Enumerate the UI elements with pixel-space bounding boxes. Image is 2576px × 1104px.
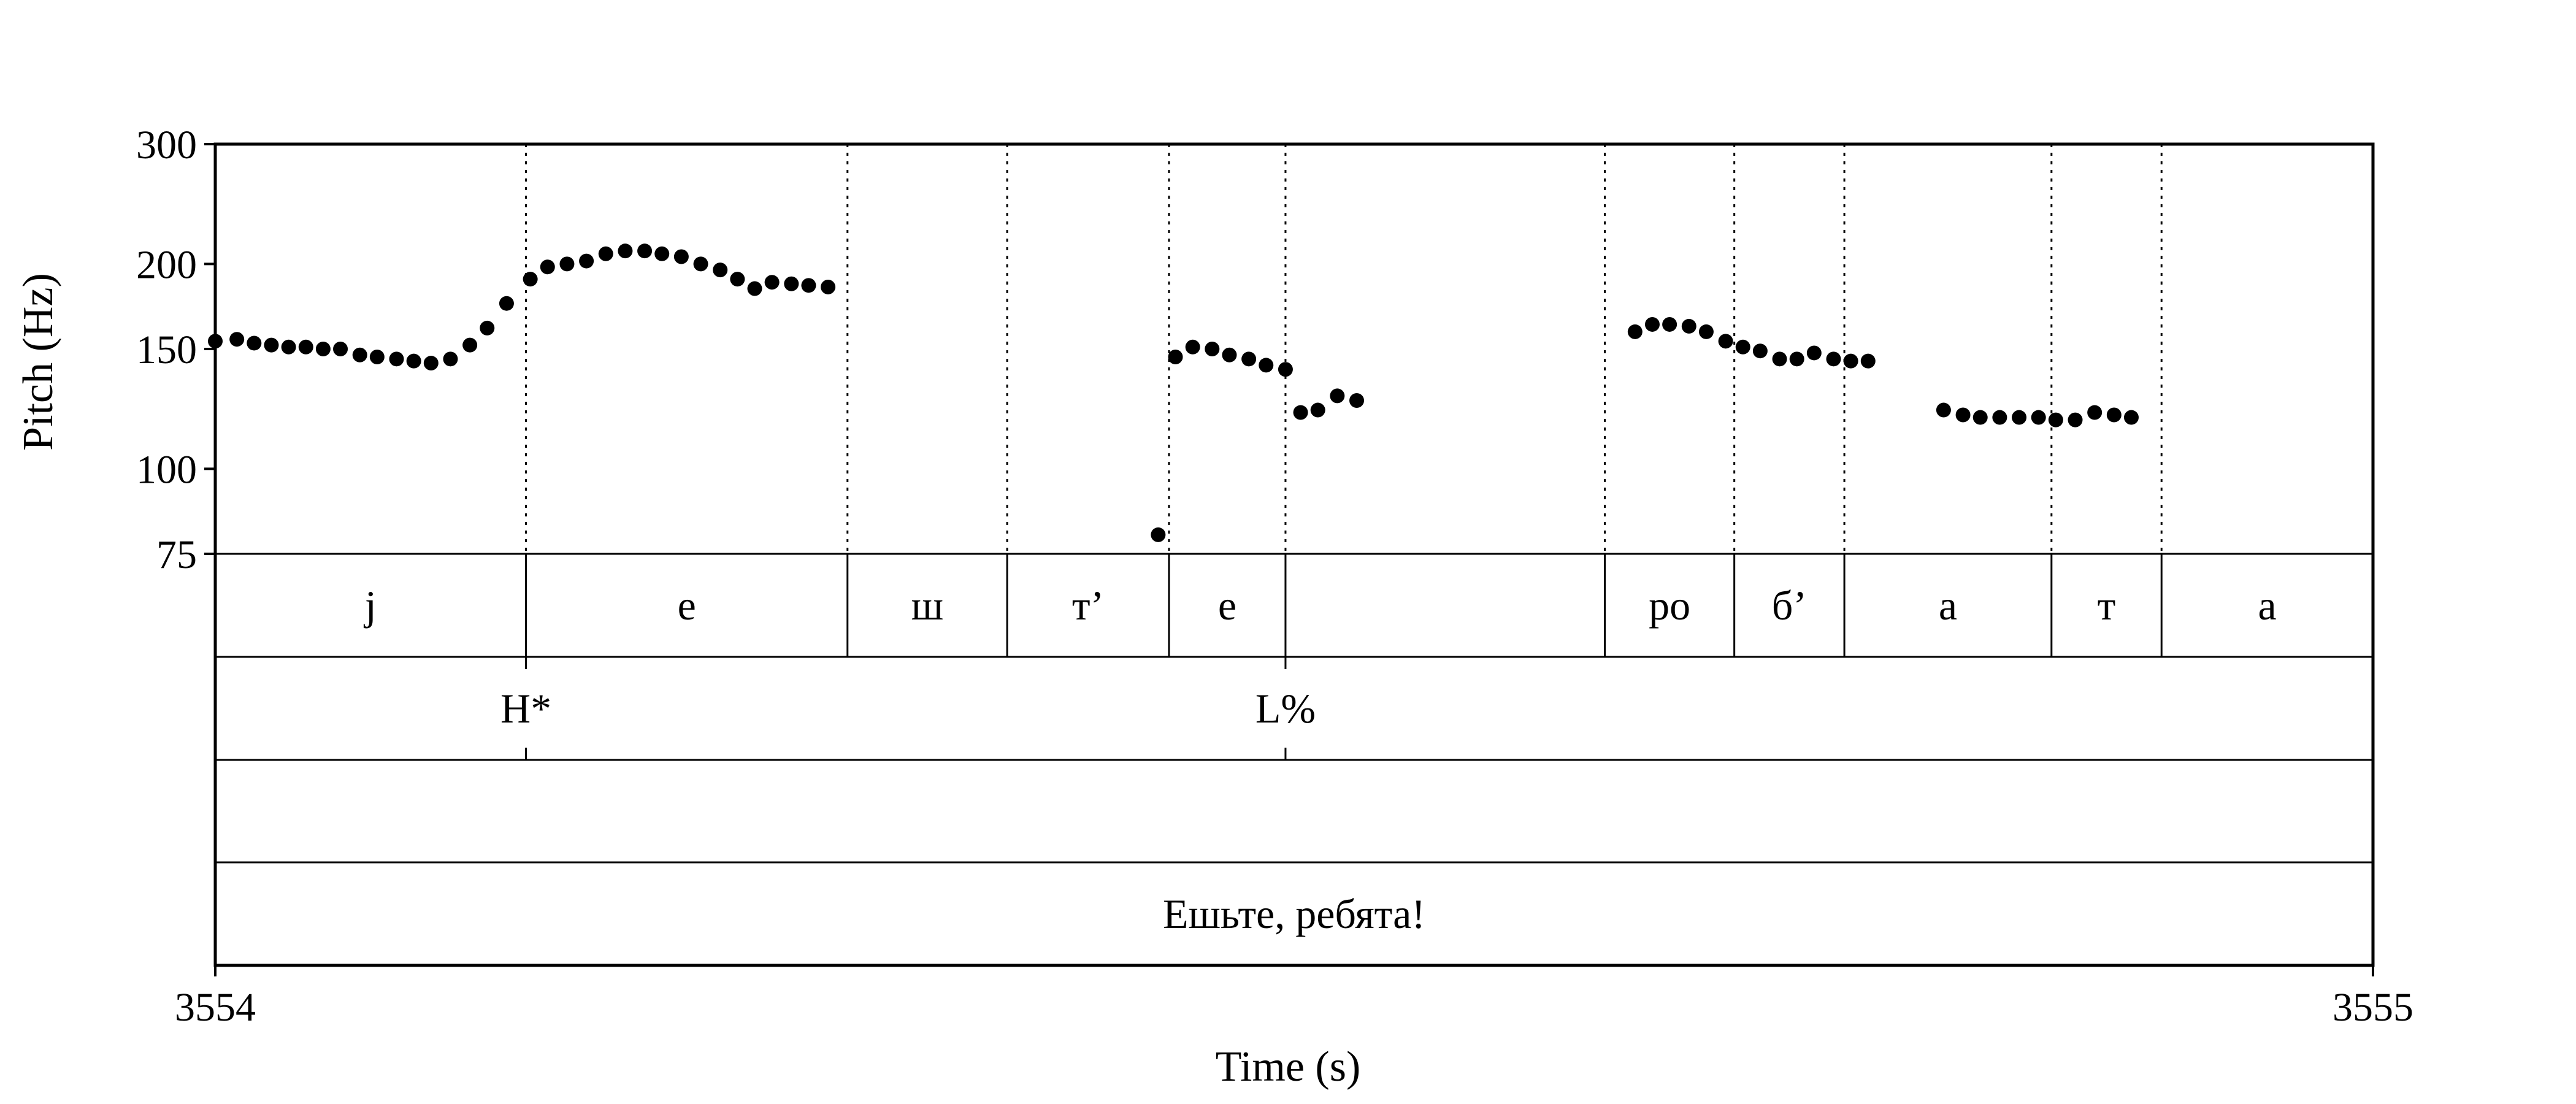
interval-label: т’ <box>1072 582 1104 629</box>
tone-label: L% <box>1255 685 1316 732</box>
pitch-point <box>1789 351 1804 367</box>
pitch-point <box>1936 402 1951 418</box>
y-tick-label: 200 <box>136 242 197 287</box>
pitch-point <box>673 249 689 264</box>
interval-label: Ешьте, ребята! <box>1163 891 1425 937</box>
pitch-point <box>1662 316 1677 332</box>
pitch-point <box>1330 388 1345 404</box>
y-tick-label: 100 <box>136 447 197 492</box>
pitch-point <box>264 337 279 353</box>
pitch-point <box>801 278 816 293</box>
pitch-point <box>1278 362 1293 377</box>
pitch-point <box>1310 402 1325 418</box>
pitch-point <box>598 246 613 261</box>
pitch-point <box>1752 343 1768 359</box>
pitch-point <box>764 275 780 290</box>
pitch-point <box>2087 405 2103 420</box>
pitch-point <box>618 243 633 259</box>
pitch-point <box>1241 351 1257 367</box>
pitch-point <box>229 332 245 347</box>
x-tick-label: 3555 <box>2333 985 2413 1030</box>
pitch-point <box>1718 334 1733 349</box>
pitch-point <box>2106 407 2122 423</box>
y-tick-label: 300 <box>136 123 197 167</box>
pitch-point <box>713 263 728 278</box>
pitch-point <box>2031 410 2046 425</box>
pitch-point <box>298 339 313 355</box>
pitch-point <box>462 337 478 353</box>
pitch-point <box>1168 350 1183 365</box>
pitch-point <box>2068 412 2083 427</box>
pitch-point <box>352 347 367 362</box>
axes: 300 200 150 100 75 3554 3555 <box>136 123 2413 1030</box>
pitch-point <box>1843 353 1858 369</box>
interval-label: т <box>2098 582 2116 629</box>
pitch-point <box>1627 324 1643 339</box>
interval-label: ро <box>1649 582 1690 629</box>
pitch-point <box>784 276 799 291</box>
pitch-point <box>2048 412 2063 427</box>
x-axis-label: Time (s) <box>1216 1043 1361 1091</box>
pitch-point <box>637 243 653 259</box>
pitch-point <box>1205 342 1220 356</box>
pitch-point <box>1185 339 1200 355</box>
pitch-point <box>540 259 555 275</box>
pitch-point <box>747 281 762 296</box>
interval-label: j <box>364 582 377 629</box>
pitch-point <box>1293 405 1308 420</box>
pitch-point <box>730 272 745 287</box>
interval-label: e <box>1218 582 1236 629</box>
pitch-point <box>389 351 404 367</box>
pitch-point <box>1826 351 1841 367</box>
annotation-tiers: j e ш т’ e ро б’ а т а H* L% Ешьте, ребята! <box>215 553 2373 937</box>
pitch-point <box>2123 410 2139 425</box>
pitch-point <box>1955 407 1971 423</box>
pitch-point <box>369 350 385 365</box>
pitch-point <box>559 256 575 272</box>
interval-label: ш <box>911 582 943 629</box>
pitch-point <box>523 272 538 287</box>
pitch-point <box>1681 318 1696 334</box>
interval-label: а <box>2258 582 2277 629</box>
pitch-point <box>1972 410 1988 425</box>
pitch-point <box>693 256 708 272</box>
pitch-point <box>281 339 296 355</box>
pitch-point <box>1860 353 1876 369</box>
y-tick-label: 150 <box>136 328 197 372</box>
y-tick-label: 75 <box>156 532 197 577</box>
pitch-point <box>406 353 421 369</box>
pitch-point <box>1735 339 1750 355</box>
pitch-panel <box>208 144 2163 554</box>
pitch-point <box>1644 316 1660 332</box>
pitch-point <box>1222 347 1237 362</box>
tone-label: H* <box>500 685 551 732</box>
pitch-point <box>480 320 495 335</box>
pitch-point <box>247 335 262 351</box>
pitch-point <box>821 279 836 294</box>
pitch-point <box>1992 410 2007 425</box>
pitch-point <box>579 253 594 269</box>
pitch-point <box>1698 324 1714 339</box>
y-axis-label: Pitch (Hz) <box>15 273 62 451</box>
pitch-point <box>423 356 439 371</box>
pitch-point <box>443 351 458 367</box>
pitch-point <box>333 342 348 356</box>
pitch-point <box>315 342 331 356</box>
pitch-point <box>1806 345 1822 361</box>
interval-label: б’ <box>1772 582 1807 629</box>
pitch-point <box>1151 527 1166 542</box>
pitch-point <box>1772 351 1787 367</box>
pitch-point <box>499 296 514 311</box>
pitch-point <box>1259 358 1274 373</box>
interval-label: e <box>678 582 696 629</box>
pitch-point <box>1349 393 1365 408</box>
interval-label: а <box>1939 582 1957 629</box>
x-tick-label: 3554 <box>175 985 256 1030</box>
pitch-point <box>2012 410 2027 425</box>
pitch-point <box>654 246 670 261</box>
